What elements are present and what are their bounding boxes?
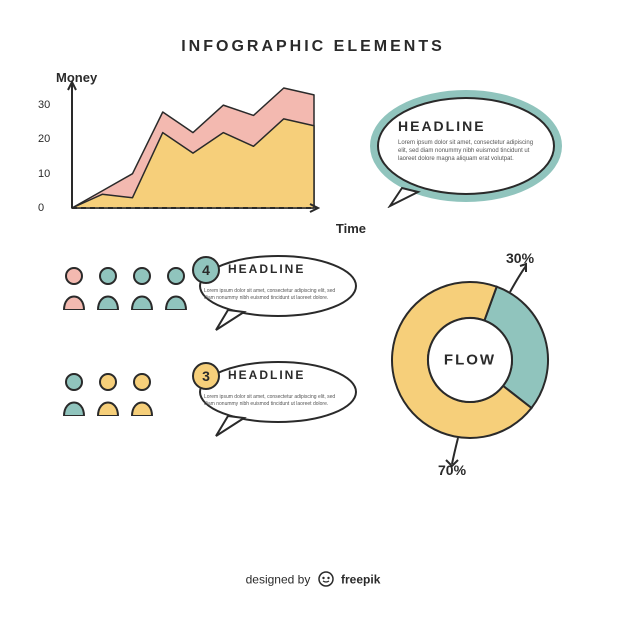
- attribution: designed by freepik: [0, 571, 626, 590]
- person-icon: [94, 266, 122, 310]
- people-stat-row: 4 HEADLINE Lorem ipsum dolor sit amet, c…: [60, 256, 320, 326]
- stat-headline: HEADLINE: [228, 368, 305, 382]
- chart-xlabel: Time: [336, 221, 366, 236]
- headline-bubble-body: Lorem ipsum dolor sit amet, consectetur …: [398, 140, 538, 163]
- people-stat-row: 3 HEADLINE Lorem ipsum dolor sit amet, c…: [60, 362, 320, 432]
- area-chart: Money Time 0102030: [60, 80, 320, 230]
- people-icons: [60, 372, 156, 416]
- page-title: INFOGRAPHIC ELEMENTS: [0, 38, 626, 56]
- donut-chart: FLOW 30% 70%: [370, 260, 570, 480]
- person-icon: [128, 266, 156, 310]
- donut-svg: [370, 260, 570, 480]
- stat-badge: 4: [192, 256, 220, 284]
- person-icon: [128, 372, 156, 416]
- donut-slice-label: 70%: [438, 462, 466, 478]
- headline-bubble: HEADLINE Lorem ipsum dolor sit amet, con…: [366, 88, 566, 208]
- attribution-prefix: designed by: [246, 573, 311, 587]
- person-icon: [60, 266, 88, 310]
- chart-ytick: 0: [38, 202, 44, 214]
- person-icon: [60, 372, 88, 416]
- person-icon: [94, 372, 122, 416]
- donut-center-label: FLOW: [444, 352, 496, 369]
- stat-body: Lorem ipsum dolor sit amet, consectetur …: [204, 394, 344, 407]
- stat-bubble: 4 HEADLINE Lorem ipsum dolor sit amet, c…: [188, 252, 368, 332]
- chart-ytick: 30: [38, 99, 50, 111]
- chart-ytick: 20: [38, 133, 50, 145]
- donut-slice-label: 30%: [506, 250, 534, 266]
- headline-bubble-title: HEADLINE: [398, 118, 486, 134]
- person-icon: [162, 266, 190, 310]
- stat-badge: 3: [192, 362, 220, 390]
- chart-ytick: 10: [38, 168, 50, 180]
- attribution-brand: freepik: [341, 573, 380, 587]
- stat-bubble: 3 HEADLINE Lorem ipsum dolor sit amet, c…: [188, 358, 368, 438]
- freepik-logo-icon: [318, 571, 334, 590]
- people-icons: [60, 266, 190, 310]
- area-chart-svg: [60, 80, 320, 230]
- stat-body: Lorem ipsum dolor sit amet, consectetur …: [204, 288, 344, 301]
- stat-headline: HEADLINE: [228, 262, 305, 276]
